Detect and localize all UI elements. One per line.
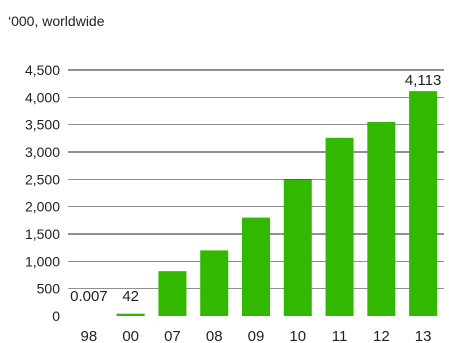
y-tick-label: 1,000 [25,253,60,269]
y-tick-label: 4,000 [25,89,60,105]
y-tick-label: 500 [37,281,61,297]
x-tick-label: 07 [164,328,181,343]
x-tick-label: 12 [373,328,390,343]
x-axis-tick-labels: 98 00 07 08 09 10 11 12 13 [81,328,432,343]
bar-00 [116,313,145,316]
x-tick-label: 10 [289,328,306,343]
y-axis-tick-labels: 0 500 1,000 1,500 2,000 2,500 3,000 3,500 4,000 4… [25,62,60,324]
bar-11 [325,137,354,316]
x-tick-label: 98 [81,328,98,343]
x-tick-label: 09 [248,328,265,343]
bar-09 [242,217,270,316]
y-tick-label: 2,500 [25,171,60,187]
data-label-00: 42 [122,288,139,305]
bar-08 [200,250,229,316]
bars [74,91,438,316]
y-tick-label: 0 [52,308,60,324]
x-tick-label: 08 [206,328,223,343]
y-tick-label: 1,500 [25,226,60,242]
data-label-98: 0.007 [70,288,108,305]
y-tick-label: 2,000 [25,199,60,215]
data-label-13: 4,113 [405,72,441,89]
y-tick-label: 3,000 [25,144,60,160]
bar-07 [158,271,187,316]
x-tick-label: 13 [415,328,432,343]
grid [68,69,444,290]
bar-10 [283,179,312,316]
x-tick-label: 00 [122,328,139,343]
chart-subtitle: ‘000, worldwide [8,13,105,29]
y-tick-label: 3,500 [25,117,60,133]
y-tick-label: 4,500 [25,62,60,78]
bar-12 [367,121,396,316]
bar-13 [409,91,438,316]
data-labels: 0.007 42 4,113 [70,72,441,305]
x-tick-label: 11 [332,328,348,343]
